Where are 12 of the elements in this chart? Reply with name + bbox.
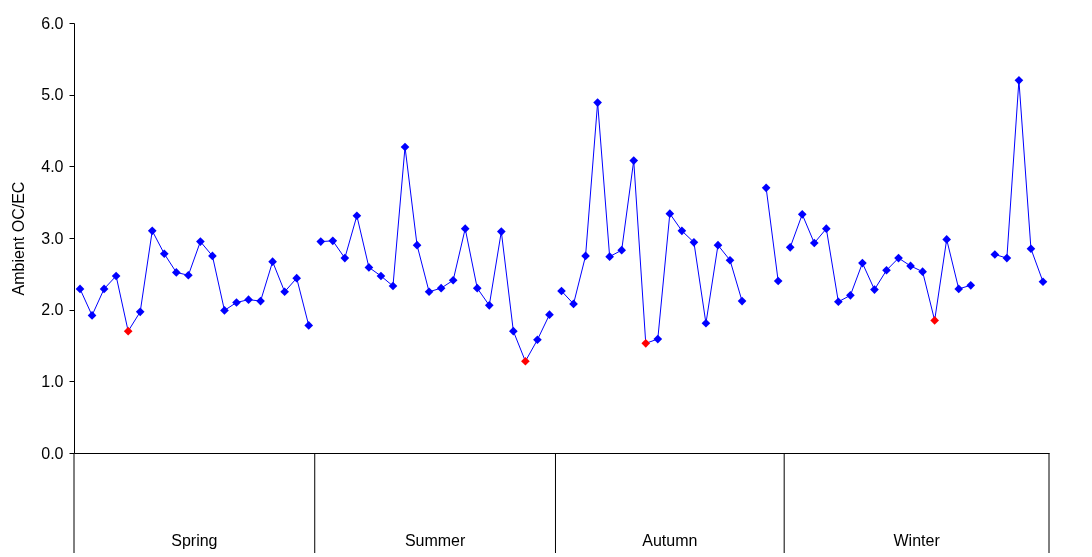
y-tick-label: 6.0 [41,14,64,32]
text: Autumn [642,532,698,549]
y-tick-label: 3.0 [41,229,64,247]
text: Winter [893,532,941,549]
text: Spring [171,532,218,549]
y-tick-label: 5.0 [41,86,64,104]
y-tick-label: 1.0 [41,372,64,390]
y-axis-title: Ambient OC/EC [10,181,28,296]
text: Summer [404,532,467,549]
y-tick-label: 4.0 [41,157,64,175]
y-tick-label: 0.0 [41,444,64,462]
y-tick-label: 2.0 [41,301,64,319]
